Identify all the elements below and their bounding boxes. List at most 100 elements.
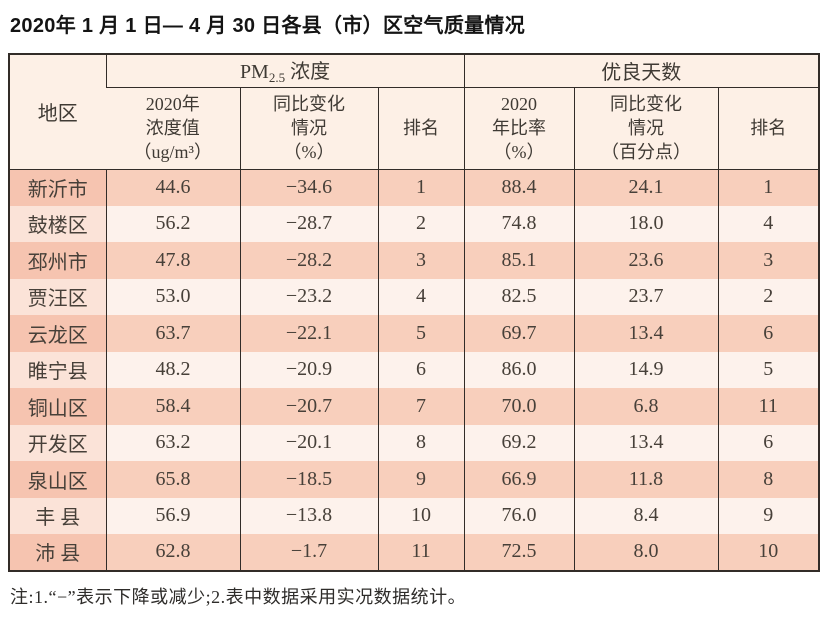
- page-title: 2020年 1 月 1 日— 4 月 30 日各县（市）区空气质量情况: [10, 15, 526, 37]
- pm25-rank-cell: 2: [377, 205, 465, 242]
- table-row: 贾汪区 53.0 −23.2 4 82.5 23.7 2: [9, 278, 820, 315]
- good-change-cell: 13.4: [573, 315, 719, 352]
- pm25-rank-cell: 6: [377, 351, 465, 388]
- good-rank-cell: 6: [717, 315, 820, 352]
- table-row: 开发区 63.2 −20.1 8 69.2 13.4 6: [9, 424, 820, 461]
- good-change-header-label: 同比变化 情况 （百分点）: [601, 93, 692, 163]
- pm25-change-cell: −20.7: [239, 388, 378, 425]
- table-row: 铜山区 58.4 −20.7 7 70.0 6.8 11: [9, 388, 820, 425]
- good-change-cell: 13.4: [573, 424, 719, 461]
- region-cell: 开发区: [9, 424, 106, 461]
- pm25-change-cell: −28.2: [239, 242, 378, 279]
- region-cell: 鼓楼区: [9, 205, 106, 242]
- pm25-change-cell: −18.5: [239, 461, 378, 498]
- good-rank-cell: 4: [717, 205, 820, 242]
- good-change-cell: 11.8: [573, 461, 719, 498]
- good-change-cell: 23.7: [573, 278, 719, 315]
- pm25-rank-cell: 10: [377, 497, 465, 534]
- good-rank-cell: 9: [717, 497, 820, 534]
- pm25-rank-cell: 8: [377, 424, 465, 461]
- pm25-value-header-label: 2020年 浓度值 （ug/m³）: [133, 93, 212, 163]
- column-header-region: 地区: [9, 54, 106, 170]
- column-header-good-rank: 排名: [717, 87, 820, 170]
- good-change-cell: 8.0: [573, 534, 719, 571]
- header-group-row: 地区 PM2.5 浓度 优良天数: [9, 54, 820, 170]
- table-row: 沛 县 62.8 −1.7 11 72.5 8.0 10: [9, 534, 820, 571]
- good-change-cell: 8.4: [573, 497, 719, 534]
- pm25-label-subscript: 2.5: [268, 70, 286, 86]
- good-rate-cell: 70.0: [463, 388, 575, 425]
- good-rank-cell: 3: [717, 242, 820, 279]
- good-rate-cell: 86.0: [463, 351, 575, 388]
- air-quality-table: 地区 PM2.5 浓度 优良天数 2020年 浓度值 （ug/m³） 同比变化 …: [8, 53, 821, 572]
- pm25-rank-cell: 5: [377, 315, 465, 352]
- region-cell: 沛 县: [9, 534, 106, 571]
- pm25-value-cell: 65.8: [105, 461, 240, 498]
- good-rate-cell: 82.5: [463, 278, 575, 315]
- good-rate-cell: 72.5: [463, 534, 575, 571]
- pm25-label-suffix: 浓度: [285, 61, 331, 84]
- pm25-value-cell: 44.6: [105, 169, 240, 206]
- good-change-cell: 14.9: [573, 351, 719, 388]
- table-row: 丰 县 56.9 −13.8 10 76.0 8.4 9: [9, 497, 820, 534]
- region-cell: 丰 县: [9, 497, 106, 534]
- region-cell: 铜山区: [9, 388, 106, 425]
- table-body: 新沂市 44.6 −34.6 1 88.4 24.1 1 鼓楼区 56.2 −28.7 2 74.8 1…: [9, 169, 820, 571]
- good-rank-header-label: 排名: [750, 117, 787, 138]
- pm25-rank-cell: 3: [377, 242, 465, 279]
- table-row: 泉山区 65.8 −18.5 9 66.9 11.8 8: [9, 461, 820, 498]
- pm25-change-header-label: 同比变化 情况 （%）: [273, 93, 345, 163]
- pm25-rank-cell: 7: [377, 388, 465, 425]
- table-row: 云龙区 63.7 −22.1 5 69.7 13.4 6: [9, 315, 820, 352]
- table-row: 睢宁县 48.2 −20.9 6 86.0 14.9 5: [9, 351, 820, 388]
- pm25-value-cell: 63.7: [105, 315, 240, 352]
- pm25-value-cell: 47.8: [105, 242, 240, 279]
- pm25-value-cell: 48.2: [105, 351, 240, 388]
- pm25-change-cell: −34.6: [239, 169, 378, 206]
- column-group-pm25: PM2.5 浓度: [105, 54, 465, 88]
- region-cell: 邳州市: [9, 242, 106, 279]
- pm25-change-cell: −20.1: [239, 424, 378, 461]
- pm25-change-cell: −20.9: [239, 351, 378, 388]
- good-rate-cell: 66.9: [463, 461, 575, 498]
- pm25-rank-header-label: 排名: [403, 117, 440, 138]
- column-header-good-rate: 2020 年比率 （%）: [463, 87, 575, 170]
- good-rank-cell: 5: [717, 351, 820, 388]
- footnote: 注:1.“−”表示下降或减少;2.表中数据采用实况数据统计。: [10, 586, 467, 607]
- region-cell: 云龙区: [9, 315, 106, 352]
- table-row: 鼓楼区 56.2 −28.7 2 74.8 18.0 4: [9, 205, 820, 242]
- good-change-cell: 6.8: [573, 388, 719, 425]
- good-change-cell: 23.6: [573, 242, 719, 279]
- region-cell: 泉山区: [9, 461, 106, 498]
- good-rate-cell: 88.4: [463, 169, 575, 206]
- column-header-pm25-change: 同比变化 情况 （%）: [239, 87, 378, 170]
- good-rank-cell: 2: [717, 278, 820, 315]
- pm25-rank-cell: 4: [377, 278, 465, 315]
- good-rate-cell: 74.8: [463, 205, 575, 242]
- pm25-value-cell: 56.9: [105, 497, 240, 534]
- good-rank-cell: 1: [717, 169, 820, 206]
- pm25-change-cell: −28.7: [239, 205, 378, 242]
- good-rate-cell: 69.2: [463, 424, 575, 461]
- pm25-value-cell: 53.0: [105, 278, 240, 315]
- table-row: 新沂市 44.6 −34.6 1 88.4 24.1 1: [9, 169, 820, 206]
- column-group-good-days: 优良天数: [463, 54, 820, 88]
- good-rate-cell: 85.1: [463, 242, 575, 279]
- pm25-value-cell: 62.8: [105, 534, 240, 571]
- pm25-value-cell: 58.4: [105, 388, 240, 425]
- pm25-rank-cell: 1: [377, 169, 465, 206]
- pm25-value-cell: 56.2: [105, 205, 240, 242]
- pm25-rank-cell: 11: [377, 534, 465, 571]
- good-rank-cell: 6: [717, 424, 820, 461]
- region-cell: 贾汪区: [9, 278, 106, 315]
- good-rate-cell: 76.0: [463, 497, 575, 534]
- header-sub-row: 2020年 浓度值 （ug/m³） 同比变化 情况 （%） 排名 2020 年比…: [9, 87, 820, 170]
- column-header-pm25-rank: 排名: [377, 87, 465, 170]
- pm25-rank-cell: 9: [377, 461, 465, 498]
- pm25-change-cell: −23.2: [239, 278, 378, 315]
- pm25-change-cell: −22.1: [239, 315, 378, 352]
- table-row: 邳州市 47.8 −28.2 3 85.1 23.6 3: [9, 242, 820, 279]
- pm25-change-cell: −1.7: [239, 534, 378, 571]
- good-rank-cell: 11: [717, 388, 820, 425]
